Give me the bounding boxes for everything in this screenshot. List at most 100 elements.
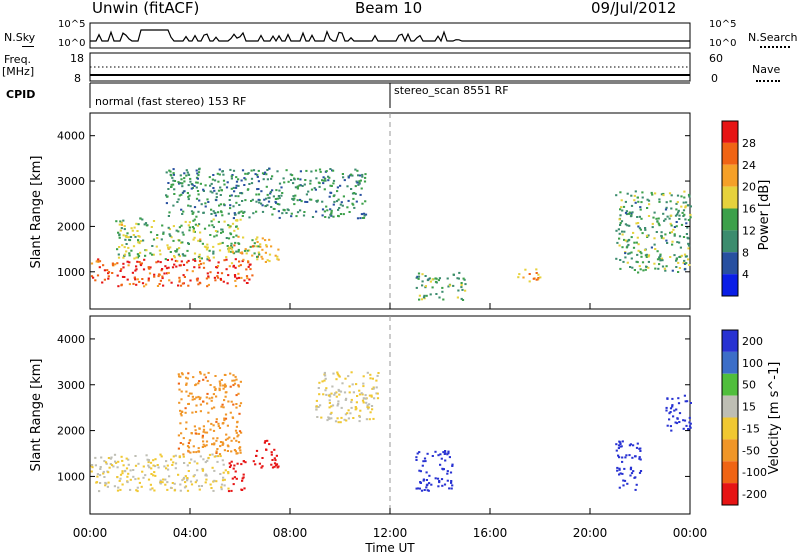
echo-cell [651, 193, 654, 196]
echo-cell [219, 384, 222, 387]
colorbar-swatch [722, 351, 738, 374]
echo-cell [111, 263, 115, 266]
echo-cell [208, 259, 211, 262]
echo-cell [194, 259, 197, 262]
echo-cell [625, 246, 628, 249]
echo-cell [247, 172, 250, 175]
echo-cell [647, 260, 650, 263]
echo-cell [188, 194, 191, 197]
echo-cell [341, 173, 344, 175]
echo-cell [225, 433, 228, 436]
echo-cell [352, 197, 355, 200]
echo-cell [684, 206, 687, 209]
colorbar-tick-label: -200 [742, 488, 767, 501]
echo-cell [145, 454, 148, 457]
echo-cell [222, 280, 225, 283]
echo-cell [120, 227, 123, 230]
echo-cell [177, 473, 180, 476]
echo-cell [201, 436, 204, 439]
echo-cell [245, 275, 249, 278]
echo-cell [639, 228, 642, 231]
echo-cell [688, 195, 691, 198]
echo-cell [98, 490, 101, 493]
echo-cell [621, 209, 624, 212]
echo-cell [628, 211, 631, 214]
echo-cell [373, 397, 376, 400]
echo-cell [660, 236, 663, 239]
echo-cell [161, 268, 164, 270]
echo-cell [196, 462, 199, 465]
echo-cell [278, 189, 281, 192]
echo-cell [221, 422, 224, 425]
echo-cell [189, 279, 192, 282]
echo-cell [220, 272, 224, 275]
echo-cell [191, 270, 194, 273]
echo-cell [626, 240, 629, 243]
echo-cell [199, 403, 202, 406]
echo-cell [207, 371, 210, 374]
echo-cell [133, 276, 136, 279]
echo-cell [196, 224, 199, 227]
echo-cell [235, 431, 238, 434]
x-tick-label: 00:00 [673, 526, 708, 540]
echo-cell [349, 412, 352, 415]
echo-cell [274, 198, 277, 200]
echo-cell [375, 379, 378, 382]
echo-cell [183, 486, 187, 489]
echo-cell [200, 257, 203, 260]
echo-cell [336, 417, 339, 420]
nave-tick-top: 60 [709, 52, 723, 65]
echo-cell [206, 255, 209, 258]
echo-cell [184, 254, 187, 257]
echo-cell [439, 453, 442, 456]
echo-cell [147, 459, 150, 461]
echo-cell [236, 219, 239, 222]
echo-cell [298, 184, 301, 187]
y-tick-label: 3000 [57, 379, 85, 392]
echo-cell [141, 282, 145, 285]
echo-cell [162, 232, 165, 235]
echo-cell [223, 183, 226, 186]
colorbar-tick-label: 24 [742, 159, 756, 172]
echo-cell [235, 277, 239, 280]
echo-cell [418, 298, 421, 301]
echo-cell [175, 265, 178, 268]
echo-cell [98, 266, 101, 269]
colorbar-tick-label: 200 [742, 335, 763, 348]
echo-cell [118, 246, 121, 248]
echo-cell [342, 195, 345, 198]
echo-cell [239, 402, 243, 405]
echo-cell [665, 265, 668, 268]
echo-cell [237, 272, 240, 275]
echo-cell [181, 479, 184, 482]
echo-cell [202, 378, 205, 381]
echo-cell [328, 195, 331, 198]
echo-cell [676, 201, 679, 204]
echo-cell [237, 384, 240, 387]
echo-cell [321, 380, 324, 383]
echo-cell [127, 472, 130, 475]
echo-cell [629, 474, 632, 477]
echo-cell [670, 207, 673, 210]
echo-cell [682, 419, 685, 422]
echo-cell [123, 253, 127, 256]
echo-cell [235, 186, 238, 189]
echo-cell [109, 457, 112, 460]
echo-cell [340, 406, 343, 409]
colorbar-swatch [722, 395, 738, 418]
echo-cell [225, 258, 228, 261]
echo-cell [315, 210, 318, 213]
echo-cell [632, 231, 635, 234]
echo-cell [277, 210, 280, 213]
echo-cell [440, 478, 444, 481]
echo-cell [164, 478, 167, 481]
echo-cell [157, 466, 160, 469]
echo-cell [347, 417, 350, 420]
echo-cell [232, 403, 235, 406]
echo-cell [201, 242, 204, 245]
echo-cell [218, 204, 221, 207]
echo-cell [169, 170, 172, 173]
echo-cell [198, 260, 202, 263]
echo-cell [212, 437, 215, 440]
